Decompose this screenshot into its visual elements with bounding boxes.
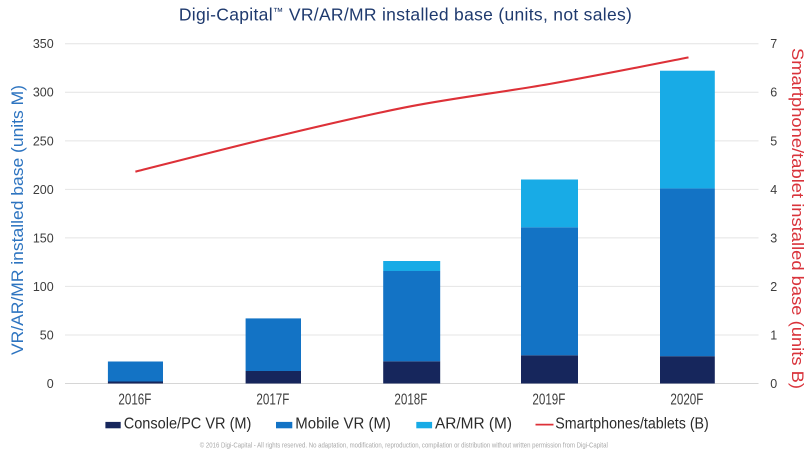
svg-text:6: 6 xyxy=(770,86,777,100)
svg-text:150: 150 xyxy=(33,231,54,245)
svg-text:0: 0 xyxy=(770,377,777,391)
svg-text:1: 1 xyxy=(770,328,777,342)
svg-text:© 2016 Digi-Capital - All righ: © 2016 Digi-Capital - All rights reserve… xyxy=(200,441,608,450)
svg-text:4: 4 xyxy=(770,183,777,197)
svg-text:0: 0 xyxy=(47,377,54,391)
svg-text:Smartphones/tablets (B): Smartphones/tablets (B) xyxy=(555,415,709,432)
svg-text:7: 7 xyxy=(770,37,777,51)
svg-text:2: 2 xyxy=(770,280,777,294)
svg-text:2019F: 2019F xyxy=(532,391,565,408)
svg-text:5: 5 xyxy=(770,134,777,148)
svg-text:3: 3 xyxy=(770,231,777,245)
svg-text:2017F: 2017F xyxy=(256,391,289,408)
svg-text:350: 350 xyxy=(33,37,54,51)
svg-text:200: 200 xyxy=(33,183,54,197)
svg-text:Digi-Capital™ VR/AR/MR install: Digi-Capital™ VR/AR/MR installed base (u… xyxy=(179,5,632,25)
svg-text:300: 300 xyxy=(33,86,54,100)
svg-text:Smartphone/tablet installed ba: Smartphone/tablet installed base (units … xyxy=(788,48,807,389)
svg-text:2016F: 2016F xyxy=(118,391,151,408)
svg-text:Mobile VR (M): Mobile VR (M) xyxy=(295,415,391,432)
svg-text:2020F: 2020F xyxy=(670,391,703,408)
svg-text:Console/PC VR (M): Console/PC VR (M) xyxy=(124,415,252,432)
svg-text:AR/MR (M): AR/MR (M) xyxy=(435,415,512,432)
svg-text:50: 50 xyxy=(40,328,54,342)
svg-text:VR/AR/MR installed base (units: VR/AR/MR installed base (units M) xyxy=(8,85,27,355)
svg-text:250: 250 xyxy=(33,134,54,148)
svg-text:2018F: 2018F xyxy=(394,391,427,408)
svg-text:100: 100 xyxy=(33,280,54,294)
